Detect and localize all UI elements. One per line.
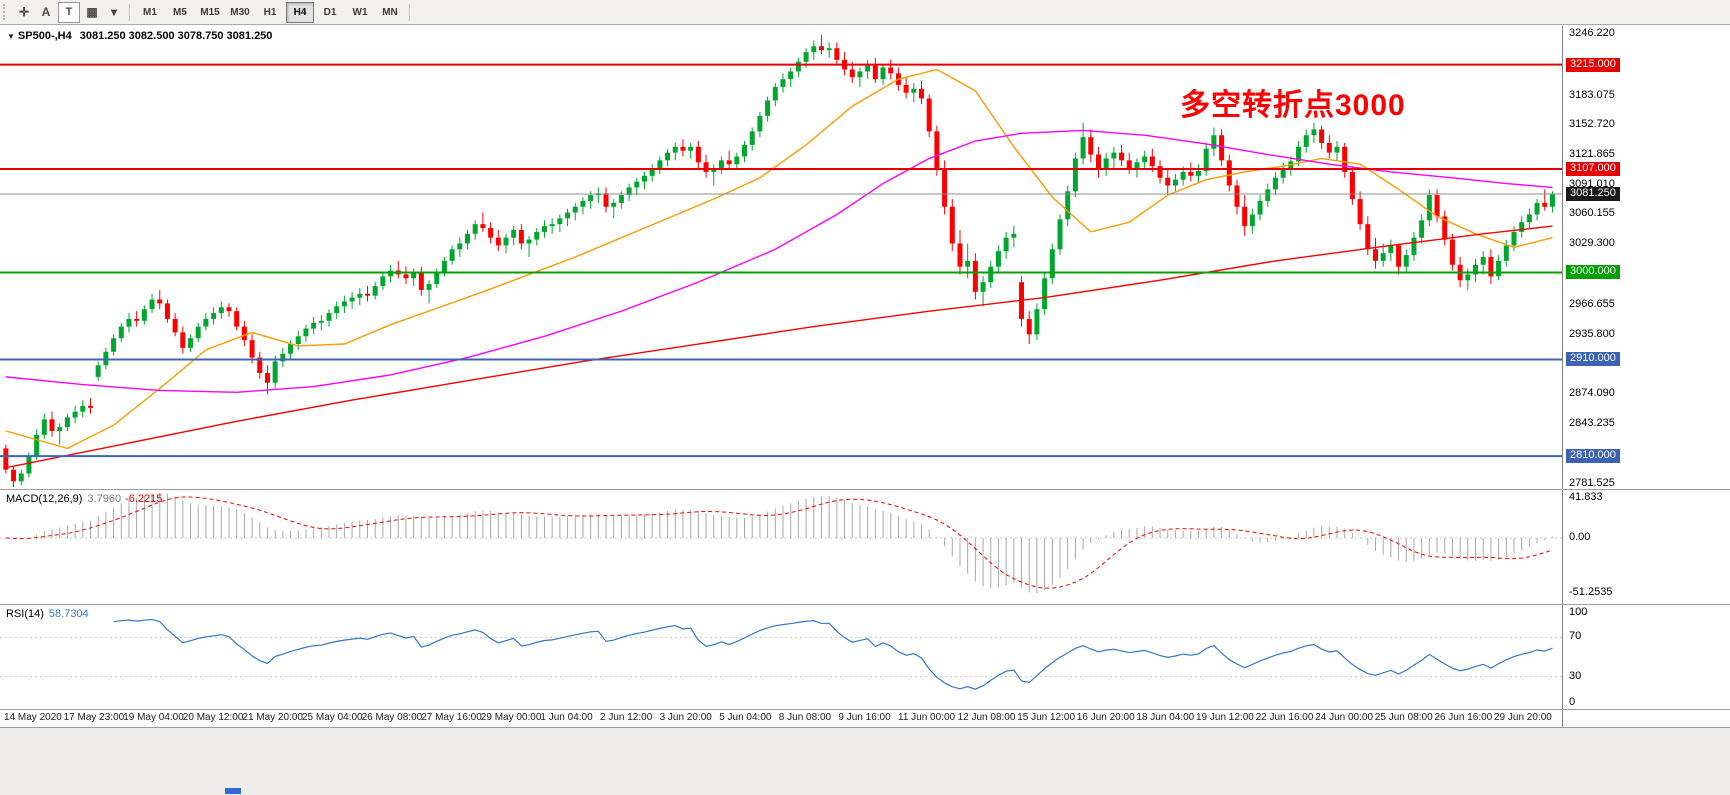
ma-slow-red xyxy=(5,225,1553,469)
time-axis-label: 25 May 04:00 xyxy=(302,712,363,723)
price-tick-label: 2843.235 xyxy=(1569,417,1615,429)
price-tick-label: 3183.075 xyxy=(1569,88,1615,101)
time-axis-label: 26 Jun 16:00 xyxy=(1434,712,1493,723)
text-label-tool-icon[interactable]: A xyxy=(41,5,51,19)
price-tick-label: 3060.155 xyxy=(1569,207,1615,220)
toolbar: ✛ A T ▦ ▾ M1 M5 M15 M30 H1 H4 D1 W1 MN xyxy=(0,0,1730,25)
current-price-badge: 3081.250 xyxy=(1566,186,1620,201)
time-axis-label: 22 Jun 16:00 xyxy=(1255,712,1314,723)
timeframe-button-d1[interactable]: D1 xyxy=(323,6,337,18)
ma-fast-orange xyxy=(5,68,1553,450)
rsi-tick-label: 70 xyxy=(1569,630,1582,643)
time-axis-label: 25 Jun 08:00 xyxy=(1374,712,1433,723)
price-tick-label: 3029.300 xyxy=(1569,237,1615,250)
rsi-tick-label: 30 xyxy=(1569,669,1582,682)
time-axis-label: 21 May 20:00 xyxy=(242,712,303,723)
price-tick-label: 2781.525 xyxy=(1569,476,1615,489)
timeframe-button-w1[interactable]: W1 xyxy=(352,6,368,18)
timeframe-button-mn[interactable]: MN xyxy=(382,6,398,18)
rsi-tick-label: 0 xyxy=(1569,696,1576,708)
time-axis-label: 27 May 16:00 xyxy=(421,712,482,723)
panel-splitter[interactable] xyxy=(0,604,1730,605)
timeframe-button-m5[interactable]: M5 xyxy=(173,6,187,18)
rsi-tick-label: 100 xyxy=(1569,606,1588,618)
timeframe-button-group: M1 M5 M15 M30 H1 H4 D1 W1 MN xyxy=(135,1,405,23)
macd-label: MACD(12,26,9) xyxy=(6,493,83,505)
rsi-value: 58.7304 xyxy=(48,608,89,620)
macd-indicator-label: MACD(12,26,9) 3.7960 -6.2215 xyxy=(6,493,162,505)
rsi-label: RSI(14) xyxy=(6,608,44,620)
price-tick-label: 2966.655 xyxy=(1569,297,1615,310)
time-axis-label: 9 Jun 16:00 xyxy=(838,712,891,723)
level-price-badge: 2910.000 xyxy=(1566,352,1620,367)
time-axis-label: 20 May 12:00 xyxy=(182,712,244,723)
time-axis-label: 2 Jun 12:00 xyxy=(600,712,653,723)
crosshair-tool-icon[interactable]: ✛ xyxy=(18,5,30,19)
price-tick-label: 2935.800 xyxy=(1569,327,1615,340)
time-axis-label: 18 Jun 04:00 xyxy=(1136,712,1195,723)
annotation-text[interactable]: 多空转折点3000 xyxy=(1180,89,1406,122)
price-tick-label: 2874.090 xyxy=(1569,387,1615,400)
level-price-badge: 2810.000 xyxy=(1566,449,1620,464)
indicators-dropdown-icon[interactable]: ▾ xyxy=(110,5,118,19)
timeframe-button-h4[interactable]: H4 xyxy=(286,1,314,23)
time-axis-label: 19 May 04:00 xyxy=(123,712,184,723)
time-axis-label: 24 Jun 00:00 xyxy=(1315,712,1374,723)
macd-indicator-chart[interactable] xyxy=(0,490,1562,604)
time-axis[interactable]: 14 May 2020 17 May 23:00 19 May 04:00 20 Ma… xyxy=(0,710,1562,727)
panel-splitter xyxy=(0,709,1730,710)
time-axis-label: 8 Jun 08:00 xyxy=(778,712,832,723)
rsi-indicator-label: RSI(14) 58.7304 xyxy=(6,608,89,620)
rsi-indicator-chart[interactable] xyxy=(0,605,1562,709)
indicators-tool-icon[interactable]: ▦ xyxy=(86,5,98,19)
chart-ohlc-readout: ▼ SP500-,H4 3081.250 3082.500 3078.750 308… xyxy=(7,30,272,42)
level-price-badge: 3000.000 xyxy=(1566,265,1620,280)
price-tick-label: 3246.220 xyxy=(1569,27,1615,40)
time-axis-label: 16 Jun 20:00 xyxy=(1076,712,1135,723)
time-axis-label: 3 Jun 20:00 xyxy=(659,712,712,723)
toolbar-separator xyxy=(409,3,411,21)
time-axis-label: 1 Jun 04:00 xyxy=(540,712,593,723)
price-tick-label: 3091.010 xyxy=(1569,177,1615,190)
time-axis-label: 26 May 08:00 xyxy=(361,712,423,723)
text-tool-icon[interactable]: T xyxy=(58,1,80,23)
time-axis-label: 15 Jun 12:00 xyxy=(1017,712,1076,723)
time-axis-label: 29 May 00:00 xyxy=(480,712,542,723)
timeframe-button-m15[interactable]: M15 xyxy=(200,6,220,18)
ohlc-values: 3081.250 3082.500 3078.750 3081.250 xyxy=(79,30,273,42)
toolbar-grip[interactable] xyxy=(3,4,9,20)
macd-tick-label: -51.2535 xyxy=(1569,585,1613,598)
macd-signal-value: -6.2215 xyxy=(125,493,163,505)
tool-button-group: ✛ A T ▦ ▾ xyxy=(13,1,125,23)
time-axis-label: 12 Jun 08:00 xyxy=(957,712,1016,723)
main-price-chart[interactable] xyxy=(0,26,1562,489)
timeframe-button-m1[interactable]: M1 xyxy=(143,6,157,18)
panel-splitter[interactable] xyxy=(0,489,1730,490)
toolbar-separator xyxy=(129,3,131,21)
timeframe-button-h1[interactable]: H1 xyxy=(263,6,277,18)
panel-splitter xyxy=(0,727,1730,728)
taskbar-fragment xyxy=(225,788,241,794)
level-price-badge: 3107.000 xyxy=(1566,162,1620,177)
macd-main-value: 3.7960 xyxy=(87,493,122,505)
symbol-dropdown-icon[interactable]: ▼ xyxy=(7,32,15,41)
timeframe-button-m30[interactable]: M30 xyxy=(230,6,250,18)
symbol-period-label: SP500-,H4 xyxy=(17,30,72,42)
time-axis-label: 14 May 2020 xyxy=(4,712,62,723)
ma-mid-magenta xyxy=(5,129,1553,394)
time-axis-label: 29 Jun 20:00 xyxy=(1494,712,1552,723)
time-axis-label: 5 Jun 04:00 xyxy=(719,712,772,723)
time-axis-label: 11 Jun 00:00 xyxy=(898,712,956,723)
level-price-badge: 3215.000 xyxy=(1566,57,1620,72)
macd-tick-label: 41.833 xyxy=(1569,491,1603,503)
macd-tick-label: 0.00 xyxy=(1569,530,1591,543)
price-tick-label: 3152.720 xyxy=(1569,117,1615,130)
status-strip xyxy=(0,728,1730,795)
price-axis[interactable]: 3246.220 3183.075 3152.720 3121.865 3091.010… xyxy=(1562,26,1730,727)
price-tick-label: 3121.865 xyxy=(1569,147,1615,160)
time-axis-label: 19 Jun 12:00 xyxy=(1196,712,1254,723)
time-axis-label: 17 May 23:00 xyxy=(63,712,125,723)
